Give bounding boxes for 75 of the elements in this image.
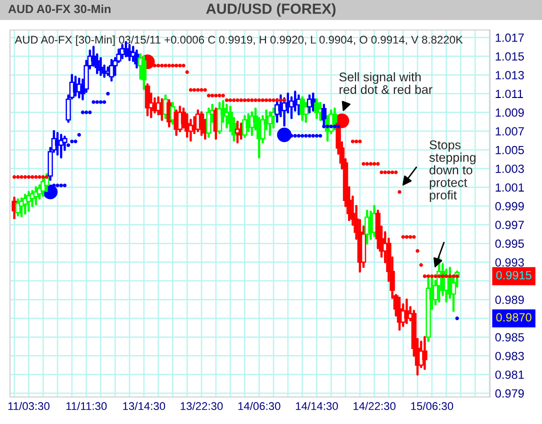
y-tick-label: 1.013 xyxy=(496,70,524,80)
text: AUD A0-FX 30-Min xyxy=(8,4,110,14)
y-tick-label: 1.015 xyxy=(496,52,524,61)
chart-subtitle: AUD A0-FX [30-Min] 03/15/11 +0.0006 C 0.9919, H 0.9920, L 0.9904, O 0.9914, V 8.8220K xyxy=(14,36,463,46)
point xyxy=(62,184,67,188)
annotation: Stops stepping down to protect profit xyxy=(429,140,476,202)
point xyxy=(80,110,85,114)
point xyxy=(95,100,99,104)
y-tick-label: 0.993 xyxy=(495,258,524,267)
point xyxy=(314,134,319,138)
point xyxy=(74,140,78,144)
point xyxy=(311,134,315,138)
x-tick-label: 14/06:30 xyxy=(238,402,280,410)
y-tick-label: 0.985 xyxy=(495,333,524,342)
annotation: Sell signal with red dot & red bar xyxy=(339,72,432,94)
point xyxy=(318,134,322,138)
x-tick-label: 11/11:30 xyxy=(66,402,107,410)
candlestick xyxy=(98,56,104,76)
y-tick-label: 1.011 xyxy=(496,90,523,98)
x-tick-label: 13/22:30 xyxy=(180,402,223,410)
candlestick xyxy=(321,104,327,127)
point xyxy=(56,184,60,188)
point xyxy=(66,143,70,147)
point xyxy=(88,110,92,114)
candlestick xyxy=(141,55,147,90)
point xyxy=(70,140,74,144)
candlestick xyxy=(198,111,204,136)
x-tick-label: 14/14:30 xyxy=(296,402,338,410)
point xyxy=(98,100,103,104)
point xyxy=(52,184,56,188)
candlestick xyxy=(120,44,125,60)
candlestick xyxy=(206,108,212,138)
x-tick-label: 11/03:30 xyxy=(8,402,50,410)
chart-title: AUD/USD (FOREX) xyxy=(206,3,336,17)
y-tick-label: 1.005 xyxy=(496,146,524,154)
point xyxy=(102,100,106,104)
y-tick-label: 1.001 xyxy=(496,183,524,192)
point xyxy=(77,133,81,137)
candlestick xyxy=(144,83,150,116)
point xyxy=(322,124,326,128)
point xyxy=(455,316,459,320)
y-tick-label: 1.009 xyxy=(496,108,524,117)
y-tick-label: 0.999 xyxy=(495,202,524,210)
point xyxy=(106,92,110,96)
point xyxy=(336,124,340,128)
point xyxy=(332,124,337,128)
candlestick xyxy=(300,96,305,121)
point xyxy=(300,134,304,138)
point xyxy=(308,134,312,138)
point xyxy=(329,124,333,128)
point xyxy=(296,134,301,138)
x-tick-label: 15/06:30 xyxy=(411,402,454,410)
candlestick xyxy=(310,92,316,112)
point xyxy=(84,110,88,114)
y-tick-label: 1.017 xyxy=(496,34,524,42)
x-tick-label: 14/22:30 xyxy=(354,402,396,410)
point xyxy=(59,184,63,188)
candlestick xyxy=(422,336,428,370)
text: 0.9915 xyxy=(496,271,532,280)
point xyxy=(293,134,297,138)
y-tick-label: 0.995 xyxy=(495,239,524,248)
text: 0.9870 xyxy=(496,313,532,322)
y-tick-label: 0.997 xyxy=(495,220,524,230)
point xyxy=(92,100,96,104)
y-tick-label: 1.007 xyxy=(496,127,524,136)
y-tick-label: 0.981 xyxy=(495,370,524,379)
candlestick xyxy=(108,58,114,82)
x-tick-label: 13/14:30 xyxy=(123,402,166,410)
y-tick-label: 0.989 xyxy=(495,296,524,304)
y-tick-label: 1.003 xyxy=(496,164,524,173)
candlestick xyxy=(267,111,273,136)
point xyxy=(304,134,308,138)
y-tick-label: 0.979 xyxy=(495,389,524,398)
candlestick xyxy=(332,108,338,130)
y-tick-label: 0.983 xyxy=(495,352,524,360)
